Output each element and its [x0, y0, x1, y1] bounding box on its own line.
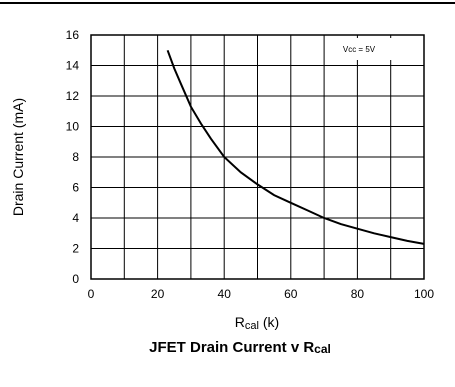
- y-tick-label: 10: [66, 120, 80, 134]
- y-tick-label: 8: [72, 150, 79, 164]
- y-tick-label: 14: [66, 59, 80, 73]
- x-tick-label: 80: [351, 287, 365, 301]
- x-tick-label: 60: [284, 287, 298, 301]
- x-tick-label: 0: [88, 287, 95, 301]
- chart-title-sub: cal: [314, 342, 331, 356]
- ticks: 0 20 40 60 80 100 0 2 4 6 8 10 12 14 16: [66, 28, 435, 301]
- y-axis-label: Drain Current (mA): [10, 98, 26, 216]
- x-tick-label: 20: [151, 287, 165, 301]
- y-tick-label: 12: [66, 89, 80, 103]
- chart-title-main: JFET Drain Current v R: [149, 339, 314, 356]
- x-axis-label-unit: (k): [259, 314, 279, 330]
- annotation-box: [325, 38, 393, 60]
- y-tick-label: 16: [66, 28, 80, 42]
- x-axis-label-sub: cal: [245, 320, 259, 332]
- x-tick-label: 40: [218, 287, 232, 301]
- vcc-annotation: Vcc = 5V: [343, 45, 376, 54]
- y-tick-label: 0: [72, 272, 79, 286]
- x-axis-label: Rcal (k): [235, 314, 279, 332]
- top-rule: [0, 2, 455, 4]
- x-axis-label-main: R: [235, 314, 245, 330]
- y-tick-label: 4: [72, 211, 79, 225]
- plot-frame: [90, 34, 425, 280]
- y-tick-label: 6: [72, 181, 79, 195]
- grid: [90, 34, 425, 280]
- chart-title: JFET Drain Current v Rcal: [149, 339, 331, 356]
- y-tick-label: 2: [72, 242, 79, 256]
- drain-current-curve: [166, 49, 425, 245]
- x-tick-label: 100: [414, 287, 434, 301]
